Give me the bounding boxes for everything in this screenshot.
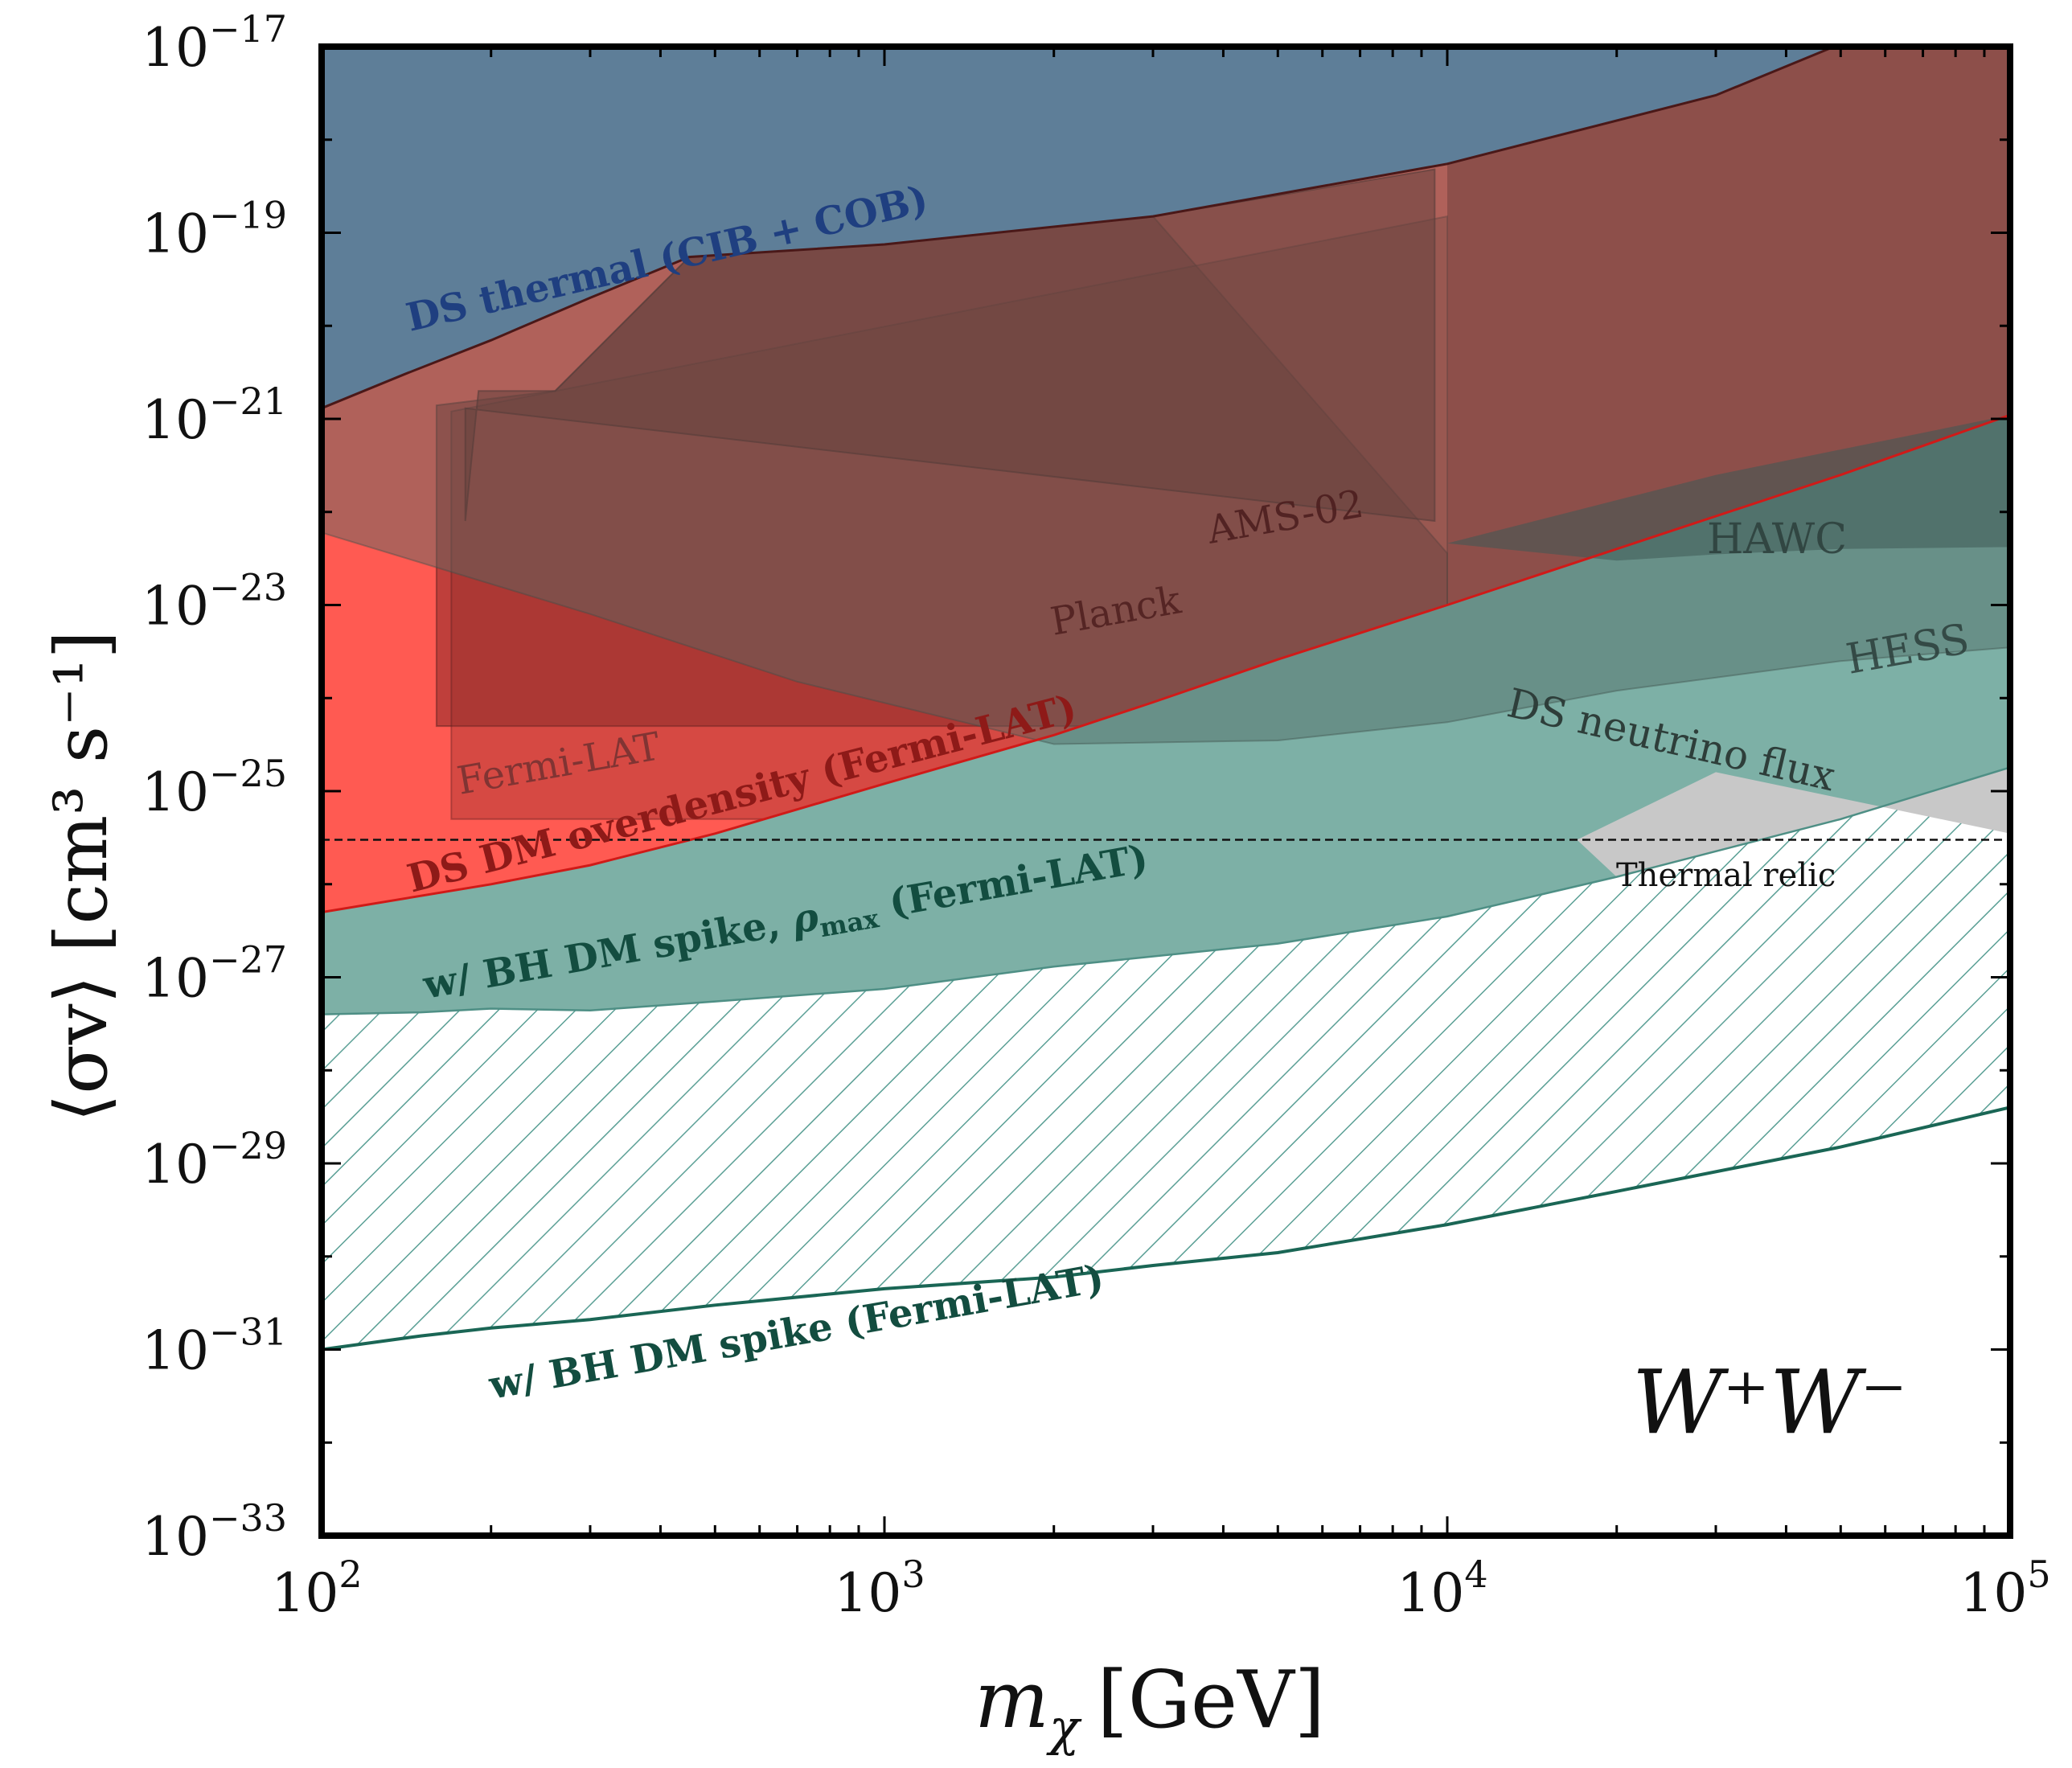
ds-overdensity-band bbox=[1447, 47, 2010, 605]
y-tick-label: 10−27 bbox=[142, 938, 287, 1010]
x-tick-label: 104 bbox=[1397, 1553, 1487, 1624]
x-tick-label: 103 bbox=[834, 1553, 925, 1624]
x-tick-label: 102 bbox=[271, 1553, 362, 1624]
spike-hatch-band bbox=[322, 767, 2010, 1350]
spike-rhomax-line bbox=[322, 766, 2010, 1015]
hawc-exclusion bbox=[1447, 415, 2010, 561]
y-axis-title: ⟨σv⟩ [cm³ s⁻¹] bbox=[39, 630, 124, 1122]
channel-label: W⁺W⁻ bbox=[1632, 1351, 1907, 1454]
y-tick-label: 10−31 bbox=[142, 1311, 287, 1382]
neutrino-band bbox=[1577, 767, 2010, 877]
label-thermal-relic: Thermal relic bbox=[1616, 857, 1836, 894]
hess-exclusion bbox=[322, 47, 2010, 745]
label-hawc: HAWC bbox=[1707, 515, 1847, 564]
y-tick-label: 10−25 bbox=[142, 752, 287, 823]
y-tick-label: 10−33 bbox=[142, 1496, 287, 1568]
y-tick-label: 10−29 bbox=[142, 1124, 287, 1196]
y-tick-label: 10−21 bbox=[142, 379, 287, 451]
spike-rhomax-band bbox=[322, 415, 2010, 1015]
y-tick-labels: 10−17 10−19 10−21 10−23 10−25 10−27 10−29 10−31… bbox=[142, 7, 287, 1568]
y-tick-label: 10−23 bbox=[142, 566, 287, 638]
spike-line bbox=[322, 1106, 2010, 1352]
x-tick-labels: 102 103 104 105 bbox=[271, 1553, 2050, 1624]
y-tick-label: 10−19 bbox=[142, 194, 287, 265]
plot-frame bbox=[318, 43, 2013, 1539]
x-axis-title: mχ [GeV] bbox=[974, 1655, 1325, 1757]
x-tick-label: 105 bbox=[1959, 1553, 2050, 1624]
ds-thermal-band bbox=[322, 47, 2010, 408]
ds-overdensity-line bbox=[322, 413, 2010, 914]
ds-thermal-line bbox=[322, 47, 1837, 410]
y-tick-label: 10−17 bbox=[142, 7, 287, 79]
